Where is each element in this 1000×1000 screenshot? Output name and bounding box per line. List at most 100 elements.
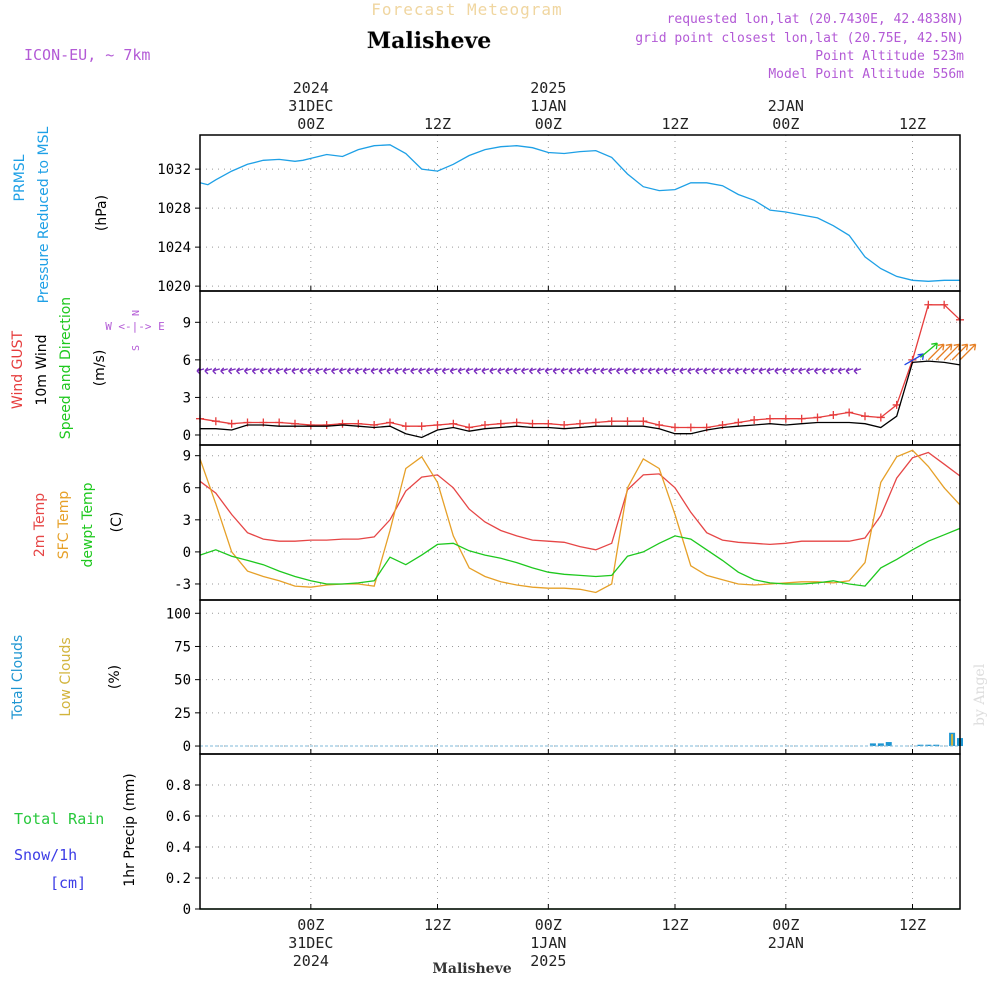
wind-arrow-55 bbox=[631, 367, 640, 375]
wind-arrow-57 bbox=[647, 367, 656, 375]
wind-arrow-15 bbox=[315, 367, 323, 375]
time-tick-top-2-1: 1JAN bbox=[530, 97, 566, 115]
ytick-label-precip-4: 0.8 bbox=[166, 778, 191, 794]
wind-arrow-65 bbox=[711, 367, 719, 375]
label-temp-0: 2m Temp bbox=[32, 493, 48, 557]
wind-arrow-74 bbox=[782, 367, 791, 375]
time-tick-bottom-2-0: 00Z bbox=[535, 916, 562, 934]
point-altitude: Point Altitude 523m bbox=[815, 49, 964, 64]
wind-arrow-4 bbox=[228, 367, 236, 375]
time-tick-top-4-0: 2JAN bbox=[768, 97, 804, 115]
unit-temp: (C) bbox=[109, 512, 125, 533]
gust-marker-23 bbox=[560, 420, 569, 429]
ytick-label-clouds-0: 0 bbox=[183, 739, 191, 755]
wind-arrow-9 bbox=[267, 367, 276, 375]
wind-arrow-31 bbox=[441, 367, 450, 375]
cloud-bar-total-2 bbox=[885, 742, 892, 747]
wind-arrow-34 bbox=[465, 367, 474, 375]
gust-marker-20 bbox=[512, 418, 521, 427]
wind-arrow-37 bbox=[489, 367, 498, 375]
gust-marker-16 bbox=[449, 419, 458, 428]
model-label: ICON-EU, ~ 7km bbox=[24, 46, 150, 64]
ytick-label-pressure-3: 1032 bbox=[157, 162, 191, 178]
wind-arrow-44 bbox=[544, 367, 553, 375]
gust-marker-9 bbox=[338, 419, 347, 428]
requested-coords: requested lon,lat (20.7430E, 42.4838N) bbox=[667, 12, 964, 27]
wind-compass: N W <-|-> E S bbox=[105, 310, 165, 351]
time-tick-top-0-0: 2024 bbox=[293, 79, 329, 97]
ytick-label-precip-2: 0.4 bbox=[166, 840, 191, 856]
wind-arrow-49 bbox=[584, 367, 593, 375]
wind-arrow-strong-1 bbox=[919, 342, 938, 358]
gust-marker-5 bbox=[275, 418, 284, 427]
wind-arrow-21 bbox=[362, 367, 371, 375]
compass-we: W <-|-> E bbox=[105, 320, 165, 333]
series-pressure-0 bbox=[199, 144, 960, 282]
ytick-label-clouds-4: 100 bbox=[166, 606, 191, 622]
gust-marker-35 bbox=[750, 415, 759, 424]
wind-arrow-6 bbox=[244, 367, 252, 375]
grid-coords: grid point closest lon,lat (20.75E, 42.5… bbox=[635, 31, 964, 46]
label-total-rain: Total Rain bbox=[14, 810, 104, 828]
wind-arrow-1 bbox=[204, 367, 213, 375]
frame-clouds bbox=[199, 599, 961, 755]
wind-arrow-33 bbox=[457, 367, 466, 375]
wind-arrow-strong-6 bbox=[959, 343, 977, 361]
label-snow: Snow/1h bbox=[14, 846, 77, 864]
gust-marker-15 bbox=[433, 420, 442, 429]
wind-arrow-73 bbox=[774, 367, 783, 375]
ytick-label-pressure-1: 1024 bbox=[157, 240, 191, 256]
label-low-clouds: Low Clouds bbox=[58, 637, 74, 716]
wind-arrow-60 bbox=[671, 367, 680, 375]
gust-marker-41 bbox=[845, 408, 854, 417]
wind-arrow-36 bbox=[481, 367, 490, 375]
wind-arrow-62 bbox=[687, 367, 696, 375]
time-tick-bottom-0-0: 00Z bbox=[297, 916, 324, 934]
wind-arrow-75 bbox=[790, 367, 798, 375]
model-altitude: Model Point Altitude 556m bbox=[768, 67, 964, 82]
label-total-clouds: Total Clouds bbox=[10, 635, 26, 720]
wind-arrow-59 bbox=[663, 367, 672, 375]
wind-arrow-28 bbox=[418, 367, 426, 375]
wind-arrow-strong-3 bbox=[935, 343, 953, 361]
series-temperature-2 bbox=[199, 527, 961, 587]
wind-arrow-47 bbox=[568, 367, 577, 375]
frame-temperature bbox=[199, 444, 961, 601]
ytick-label-wind-1: 3 bbox=[183, 390, 191, 406]
ytick-label-temperature-4: 9 bbox=[183, 449, 191, 465]
gust-marker-46 bbox=[924, 300, 933, 309]
time-tick-top-3-0: 12Z bbox=[661, 115, 688, 133]
ytick-label-temperature-3: 6 bbox=[183, 481, 191, 497]
gust-marker-17 bbox=[465, 423, 474, 432]
wind-arrow-61 bbox=[679, 367, 688, 375]
wind-arrow-42 bbox=[529, 367, 537, 375]
ytick-label-pressure-0: 1020 bbox=[157, 279, 191, 295]
gust-marker-42 bbox=[861, 412, 869, 421]
ytick-label-temperature-1: 0 bbox=[183, 545, 191, 561]
gust-marker-19 bbox=[496, 419, 505, 428]
series-wind-1 bbox=[200, 360, 961, 439]
gust-marker-25 bbox=[591, 418, 600, 427]
location-title: Malisheve bbox=[367, 28, 491, 54]
wind-arrow-7 bbox=[251, 367, 260, 375]
label-temp-1: SFC Temp bbox=[56, 491, 72, 560]
series-temperature-1 bbox=[199, 449, 961, 594]
wind-arrow-64 bbox=[703, 367, 711, 375]
unit-precip: 1hr Precip (mm) bbox=[122, 773, 138, 886]
panel-pressure: 1020 1024 1028 1032 PRMSL Pressure Reduced to… bbox=[12, 126, 961, 303]
time-tick-bottom-5-0: 12Z bbox=[899, 916, 926, 934]
gust-marker-39 bbox=[813, 413, 822, 422]
wind-arrow-20 bbox=[354, 367, 363, 375]
wind-arrow-48 bbox=[576, 367, 585, 375]
gust-marker-1 bbox=[211, 417, 220, 426]
time-tick-top-2-0: 2025 bbox=[530, 79, 566, 97]
time-tick-top-1-0: 12Z bbox=[424, 115, 451, 133]
gust-marker-21 bbox=[528, 419, 537, 428]
wind-arrow-41 bbox=[521, 367, 529, 375]
wind-arrow-71 bbox=[758, 367, 767, 375]
wind-arrow-2 bbox=[212, 367, 221, 375]
wind-arrow-35 bbox=[473, 367, 482, 375]
wind-arrow-45 bbox=[552, 367, 561, 375]
gust-marker-7 bbox=[306, 420, 315, 429]
